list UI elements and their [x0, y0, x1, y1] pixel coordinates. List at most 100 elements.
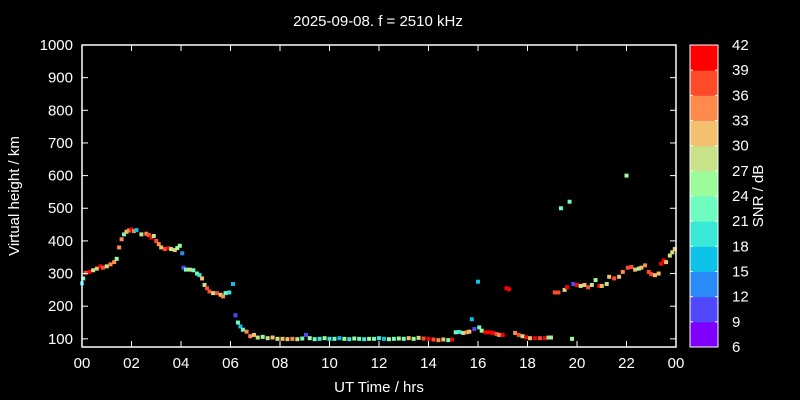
data-point — [285, 337, 290, 342]
data-point — [546, 335, 551, 340]
colorbar-tick-label: 27 — [732, 163, 749, 180]
data-point — [450, 337, 455, 342]
data-point — [558, 206, 563, 211]
data-point — [221, 294, 226, 299]
data-point — [202, 282, 207, 287]
colorbar-bin — [690, 221, 718, 247]
colorbar-tick-label: 6 — [732, 339, 740, 356]
data-point — [661, 258, 666, 263]
colorbar-label: SNR / dB — [750, 165, 767, 228]
data-point — [166, 246, 171, 251]
x-tick-label: 22 — [618, 355, 635, 372]
data-point — [421, 336, 426, 341]
data-point — [218, 292, 223, 297]
data-point — [129, 227, 134, 232]
x-tick-label: 00 — [668, 355, 685, 372]
y-tick-label: 300 — [48, 266, 73, 283]
data-point — [457, 329, 462, 334]
data-point — [207, 289, 212, 294]
data-point — [467, 329, 472, 334]
data-point — [195, 271, 200, 276]
data-point — [134, 228, 139, 233]
data-point — [183, 267, 188, 272]
data-point — [617, 274, 622, 279]
data-point — [94, 266, 99, 271]
data-point — [191, 268, 196, 273]
data-point — [562, 287, 567, 292]
data-point — [575, 282, 579, 287]
data-point — [303, 332, 308, 337]
data-point — [280, 336, 285, 341]
x-axis: 00 02 04 06 08 10 12 14 16 18 20 22 00 — [74, 45, 685, 372]
data-point — [426, 336, 431, 341]
data-point — [312, 337, 317, 342]
data-point — [244, 329, 249, 334]
colorbar-tick-label: 42 — [732, 37, 749, 54]
y-tick-label: 600 — [48, 168, 73, 185]
data-point — [377, 336, 381, 341]
x-tick-label: 20 — [569, 355, 586, 372]
y-tick-label: 100 — [48, 331, 73, 348]
data-point — [151, 233, 156, 238]
data-point — [589, 282, 594, 287]
data-point — [230, 281, 235, 286]
data-point — [416, 335, 421, 340]
data-point — [453, 330, 458, 335]
data-point — [604, 281, 609, 286]
colorbar: 6 9 12 15 18 21 24 27 30 33 36 39 42 — [689, 37, 749, 356]
data-point — [469, 317, 474, 322]
data-point — [487, 330, 492, 335]
data-point — [490, 330, 495, 335]
colorbar-bin — [690, 145, 718, 172]
x-tick-label: 12 — [371, 355, 388, 372]
data-point — [240, 327, 245, 332]
data-point — [200, 276, 205, 281]
data-point — [570, 336, 575, 341]
colorbar-bin — [690, 70, 718, 96]
data-point — [497, 332, 502, 337]
data-point — [367, 336, 372, 341]
data-point — [197, 273, 202, 278]
data-point — [513, 330, 518, 335]
data-point — [479, 328, 484, 333]
colorbar-bin — [690, 246, 718, 272]
data-point — [607, 274, 612, 279]
data-point — [477, 325, 482, 330]
data-point — [599, 283, 604, 288]
data-point — [520, 334, 525, 339]
colorbar-bin — [690, 95, 718, 121]
data-point — [483, 330, 488, 335]
data-point — [464, 330, 469, 335]
data-point — [204, 286, 209, 291]
data-point — [620, 269, 625, 274]
data-point — [131, 229, 136, 234]
data-point — [672, 247, 677, 252]
colorbar-tick-label: 30 — [732, 138, 749, 155]
data-point — [149, 235, 154, 240]
data-point — [586, 285, 591, 290]
data-point — [652, 273, 657, 278]
data-point — [81, 276, 86, 281]
data-point — [357, 336, 362, 341]
data-point — [223, 291, 228, 296]
x-tick-label: 04 — [173, 355, 190, 372]
plot-frame — [81, 44, 677, 348]
x-axis-label: UT Time / hrs — [334, 379, 424, 396]
data-point — [633, 267, 638, 272]
colorbar-bin — [690, 45, 718, 71]
data-point — [172, 248, 177, 253]
data-point — [307, 336, 312, 341]
data-point — [169, 247, 174, 252]
colorbar-bin — [690, 321, 718, 348]
data-point — [597, 283, 602, 288]
data-point — [295, 337, 300, 342]
data-point — [461, 330, 466, 335]
colorbar-tick-label: 36 — [732, 87, 749, 104]
data-point — [565, 285, 570, 290]
x-tick-label: 00 — [74, 355, 91, 372]
data-point — [504, 286, 509, 291]
data-point — [87, 269, 92, 274]
data-point — [260, 334, 265, 339]
data-point — [552, 290, 557, 295]
